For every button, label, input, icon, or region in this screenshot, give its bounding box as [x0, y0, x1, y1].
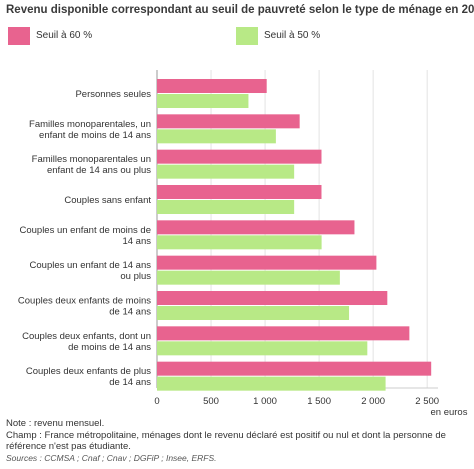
category-label: Couples deux enfants de plus — [26, 366, 151, 377]
bar-seuil-60 — [157, 255, 377, 270]
bar-seuil-50 — [157, 341, 368, 356]
category-label: ou plus — [120, 271, 151, 282]
bar-seuil-60 — [157, 185, 322, 199]
category-label: Couples sans enfant — [64, 195, 151, 206]
x-tick-label: 2 500 — [415, 396, 439, 407]
bar-seuil-60 — [157, 114, 300, 129]
bar-seuil-60 — [157, 149, 322, 164]
legend-swatch-seuil-60 — [8, 27, 30, 45]
x-tick-label: 2 000 — [361, 396, 385, 407]
legend-swatch-seuil-50 — [236, 27, 258, 45]
category-label: Couples un enfant de moins de — [19, 225, 151, 236]
category-label: de 14 ans — [109, 377, 151, 388]
bar-seuil-60 — [157, 361, 432, 376]
x-tick-label: 1 000 — [253, 396, 277, 407]
bar-seuil-50 — [157, 129, 276, 144]
category-label: Familles monoparentales un — [32, 154, 151, 165]
bar-seuil-50 — [157, 235, 322, 250]
category-label: Personnes seules — [75, 89, 151, 100]
category-label: enfant de 14 ans ou plus — [47, 165, 151, 176]
bar-seuil-60 — [157, 291, 388, 305]
legend-label-seuil-60: Seuil à 60 % — [36, 30, 93, 41]
chart-notes: Note : revenu mensuel. Champ : France mé… — [6, 418, 468, 464]
category-label: de moins de 14 ans — [68, 342, 151, 353]
bar-seuil-50 — [157, 164, 295, 179]
bar-seuil-60 — [157, 79, 267, 93]
chart-title: Revenu disponible correspondant au seuil… — [6, 4, 474, 16]
note-text: Note : revenu mensuel. — [6, 418, 105, 429]
category-label: Couples un enfant de 14 ans — [30, 260, 152, 271]
category-label: enfant de moins de 14 ans — [39, 130, 151, 141]
bar-seuil-50 — [157, 270, 340, 285]
x-tick-label: 1 500 — [307, 396, 331, 407]
category-label: Familles monoparentales, un — [29, 119, 151, 130]
x-axis-label: en euros — [431, 407, 468, 418]
category-label: Couples deux enfants de moins — [18, 296, 151, 307]
bar-seuil-50 — [157, 306, 350, 320]
x-tick-label: 500 — [203, 396, 219, 407]
sources-text: Sources : CCMSA ; Cnaf ; Cnav ; DGFiP ; … — [6, 452, 217, 463]
bar-seuil-50 — [157, 200, 295, 214]
legend-label-seuil-50: Seuil à 50 % — [264, 30, 321, 41]
bar-seuil-60 — [157, 220, 355, 235]
bar-seuil-60 — [157, 326, 410, 341]
bar-seuil-50 — [157, 376, 386, 391]
category-label: Couples deux enfants, dont un — [22, 331, 151, 342]
bar-seuil-50 — [157, 94, 249, 108]
category-label: de 14 ans — [109, 307, 151, 318]
champ-text: Champ : France métropolitaine, ménages d… — [6, 429, 446, 453]
x-tick-label: 0 — [154, 396, 159, 407]
category-label: 14 ans — [122, 236, 151, 247]
